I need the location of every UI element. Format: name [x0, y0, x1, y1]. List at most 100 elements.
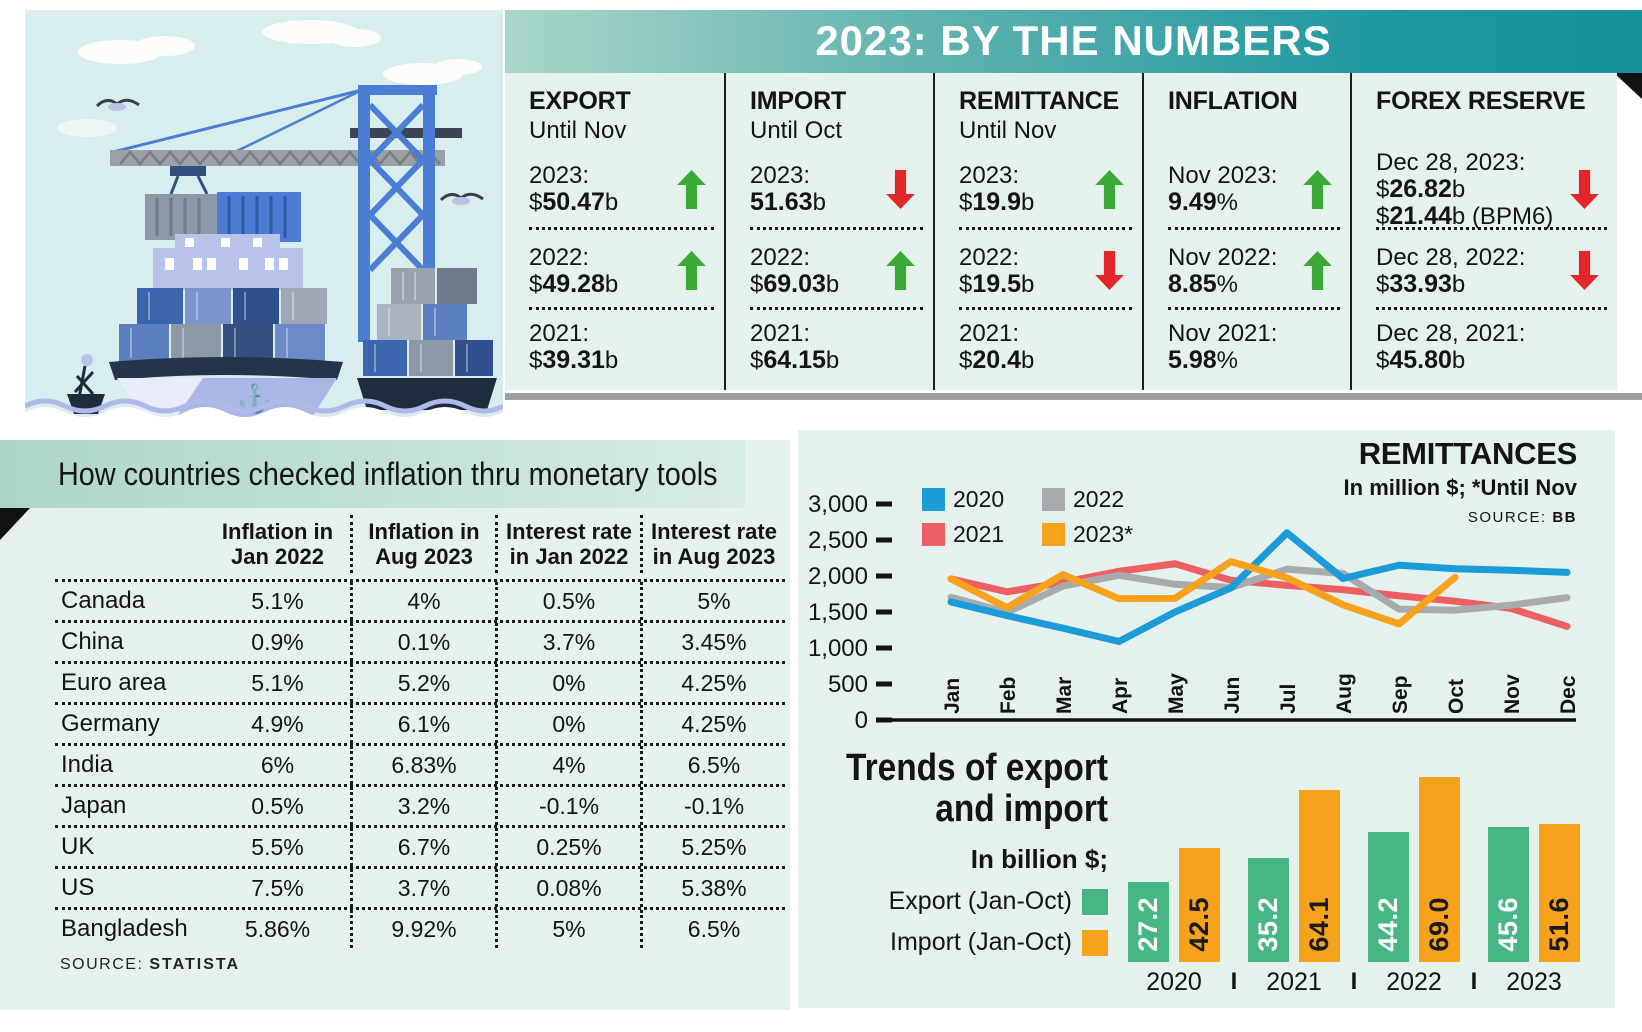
- bar-value-label: 35.2: [1253, 897, 1283, 952]
- value-prefix: $: [529, 189, 543, 216]
- stat-text: Nov 2022: 8.85%: [1168, 244, 1277, 298]
- stat-label: 2021:: [959, 319, 1020, 347]
- stat-label: 2021:: [750, 319, 811, 347]
- y-tick-label: 0: [855, 707, 868, 734]
- legend-label: 2023*: [1073, 521, 1133, 547]
- stat-row: 2022: $69.03b: [750, 227, 923, 307]
- stat-row: 2021: $20.4b: [959, 307, 1132, 379]
- value-suffix: b: [1451, 346, 1466, 374]
- stat-column-inflation: INFLATION Nov 2023: 9.49% Nov 2022: 8.85% No…: [1142, 73, 1350, 390]
- category-label: 2020: [1146, 968, 1202, 996]
- port-illustration: ⚓: [25, 10, 503, 430]
- value-prefix: $: [529, 346, 543, 374]
- stat-column-forex-reserve: FOREX RESERVE Dec 28, 2023: $26.82b $21.44…: [1350, 73, 1617, 390]
- y-tick-label: 3,000: [808, 491, 868, 518]
- header-cell-text: Interest rate in Jan 2022: [506, 519, 632, 569]
- trade-bar-chart: 27.2 42.5 2020 I 35.2 64.1 2021 I 44.2 69.0 2022 I 4…: [798, 430, 1615, 1008]
- value-prefix: $: [1376, 346, 1390, 374]
- value-suffix: %: [1216, 189, 1239, 216]
- down-arrow-icon: [1570, 169, 1599, 209]
- value-suffix: b (BPM6): [1451, 202, 1554, 230]
- bar-value-label: 45.6: [1493, 897, 1523, 952]
- corner-fold-icon: [1614, 73, 1642, 99]
- value-number: 20.4: [972, 345, 1022, 374]
- trade-chart-subtitle: In billion $;: [970, 844, 1108, 874]
- country-cell: Canada: [61, 587, 146, 614]
- stat-row: Nov 2022: 8.85%: [1168, 227, 1340, 307]
- table-row-us: US 7.5% 3.7% 0.08% 5.38%: [55, 866, 785, 907]
- legend-import-label: Import (Jan-Oct): [890, 928, 1072, 956]
- country-cell: US: [61, 874, 95, 901]
- inflation-table-title: How countries checked inflation thru mon…: [58, 455, 718, 492]
- country-cell: India: [61, 751, 114, 778]
- stat-row: Dec 28, 2021: $45.80b: [1376, 307, 1607, 379]
- country-cell: China: [61, 628, 124, 655]
- y-tick-label: 1,500: [808, 599, 868, 626]
- table-source: SOURCE: STATISTA: [60, 956, 240, 974]
- stat-column-subtitle: Until Oct: [750, 117, 843, 144]
- header-cell-text: Inflation in Jan 2022: [222, 519, 333, 569]
- stat-text: 2021: $20.4b: [959, 320, 1034, 374]
- stat-row: 2023: 51.63b: [750, 147, 923, 227]
- stat-text: 2022: $19.5b: [959, 244, 1034, 298]
- stat-text: Nov 2021: 5.98%: [1168, 320, 1277, 374]
- table-row-euro-area: Euro area 5.1% 5.2% 0% 4.25%: [55, 661, 785, 702]
- stat-label: Nov 2021:: [1168, 319, 1278, 347]
- stat-text: 2021: $39.31b: [529, 320, 618, 374]
- stat-column-title: REMITTANCE: [959, 87, 1120, 115]
- value-suffix: b: [812, 189, 826, 216]
- charts-panel: 0 500 1,000 1,500 2,000 2,500 3,000 Jan Feb Mar Ap…: [798, 430, 1615, 1008]
- stat-column-remittance: REMITTANCE Until Nov 2023: $19.9b 2022: $19.5…: [933, 73, 1142, 390]
- stat-row: 2022: $19.5b: [959, 227, 1132, 307]
- stat-value: 8.85%: [1168, 271, 1277, 298]
- bar-import-2021: 64.1: [1299, 790, 1340, 962]
- legend-swatch-2021: [922, 523, 945, 546]
- value-cell: 6.7%: [350, 828, 495, 866]
- header-cell-text: Interest rate in Aug 2023: [651, 519, 777, 569]
- value-cell: 3.2%: [350, 787, 495, 825]
- x-tick-label: Feb: [997, 677, 1020, 714]
- value-cell: 5.1%: [251, 587, 304, 614]
- remittance-line-2020: [947, 529, 1571, 646]
- source-name: BB: [1552, 509, 1577, 526]
- header-cell: Inflation in Aug 2023: [350, 515, 495, 573]
- up-arrow-icon: [1095, 169, 1124, 209]
- value-cell: 5.2%: [350, 664, 495, 702]
- header-line: in Jan 2022: [509, 544, 629, 569]
- remittances-subtitle: In million $; *Until Nov: [1343, 475, 1577, 500]
- x-tick-label: Apr: [1109, 678, 1132, 714]
- source-label: SOURCE:: [60, 956, 144, 973]
- stat-text: Dec 28, 2023: $26.82b $21.44b (BPM6): [1376, 149, 1553, 230]
- bar-export-2021: 35.2: [1248, 858, 1289, 962]
- stat-row: Nov 2023: 9.49%: [1168, 147, 1340, 227]
- stats-columns: EXPORT Until Nov 2023: $50.47b 2022: $49.28b 2…: [505, 73, 1617, 390]
- value-suffix: b: [825, 346, 840, 374]
- legend-export-label: Export (Jan-Oct): [888, 887, 1072, 915]
- value-cell: 0.1%: [350, 623, 495, 661]
- value-number: 21.44: [1389, 201, 1452, 230]
- value-number: 19.5: [972, 269, 1022, 298]
- legend-label: 2020: [953, 486, 1004, 512]
- up-arrow-icon: [677, 251, 706, 290]
- remittance-line-2023: [947, 558, 1459, 628]
- stat-text: 2021: $64.15b: [750, 320, 839, 374]
- trade-chart-header: Trends of export and import In billion $…: [798, 748, 1108, 957]
- header-line: Inflation in: [368, 519, 480, 544]
- category-label: 2023: [1506, 968, 1562, 996]
- remittance-line-2022: [947, 565, 1571, 616]
- value-cell: 0.9%: [251, 628, 304, 655]
- value-number: 5.98: [1168, 345, 1217, 374]
- stat-row: 2022: $49.28b: [529, 227, 714, 307]
- table-row-india: India 6% 6.83% 4% 6.5%: [55, 743, 785, 784]
- stat-row: 2021: $39.31b: [529, 307, 714, 379]
- up-arrow-icon: [1303, 251, 1332, 290]
- stat-text: Dec 28, 2021: $45.80b: [1376, 320, 1525, 374]
- stat-column-title: EXPORT: [529, 87, 631, 115]
- stat-column-subtitle: Until Nov: [529, 117, 627, 144]
- stat-label: Dec 28, 2023:: [1376, 148, 1526, 176]
- category-separator: I: [1470, 968, 1478, 995]
- value-number: 19.9: [972, 188, 1022, 216]
- value-cell: 7.5%: [251, 874, 304, 901]
- value-prefix: $: [529, 270, 543, 298]
- stat-label: Nov 2023:: [1168, 162, 1278, 189]
